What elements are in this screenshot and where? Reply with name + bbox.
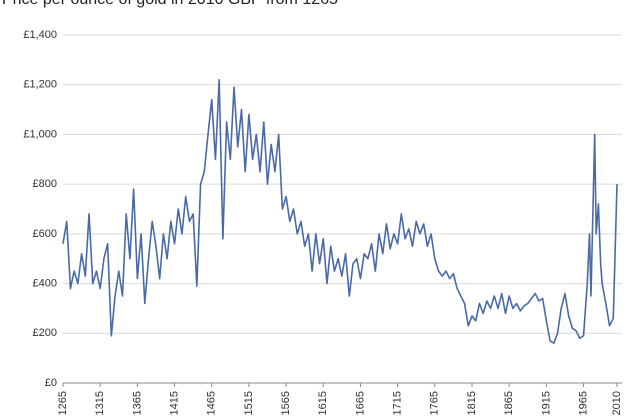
x-tick-label: 1865 — [503, 391, 515, 415]
y-tick-label: £0 — [45, 377, 57, 389]
marks — [62, 78, 618, 345]
x-tick-label: 1315 — [94, 391, 106, 415]
x-tick-label: 2010 — [611, 391, 623, 415]
x-tick-label: 1965 — [577, 391, 589, 415]
y-tick-label: £600 — [33, 228, 57, 240]
y-tick-label: £800 — [33, 178, 57, 190]
x-tick-label: 1715 — [392, 391, 404, 415]
x-tick-label: 1665 — [354, 391, 366, 415]
x-tick-label: 1415 — [168, 391, 180, 415]
y-tick-label: £1,000 — [23, 128, 57, 140]
x-tick-label: 1465 — [206, 391, 218, 415]
x-tick-label: 1265 — [57, 391, 69, 415]
x-tick-label: 1615 — [317, 391, 329, 415]
x-tick-label: 1815 — [466, 391, 478, 415]
y-tick-label: £1,200 — [23, 79, 57, 91]
chart-title: Price per ounce of gold in 2010 GBP from… — [2, 0, 338, 8]
grid — [62, 34, 622, 387]
x-tick-label: 1365 — [131, 391, 143, 415]
x-tick-label: 1515 — [243, 391, 255, 415]
x-tick-label: 1915 — [540, 391, 552, 415]
y-tick-label: £1,400 — [23, 29, 57, 41]
series-line — [62, 78, 618, 345]
x-tick-label: 1565 — [280, 391, 292, 415]
labels: £0 £200 £400 £600 £800 £1,000 £1,200 £1,400 1265… — [23, 29, 623, 416]
x-tick-label: 1765 — [429, 391, 441, 415]
y-tick-label: £200 — [33, 327, 57, 339]
y-tick-label: £400 — [33, 277, 57, 289]
